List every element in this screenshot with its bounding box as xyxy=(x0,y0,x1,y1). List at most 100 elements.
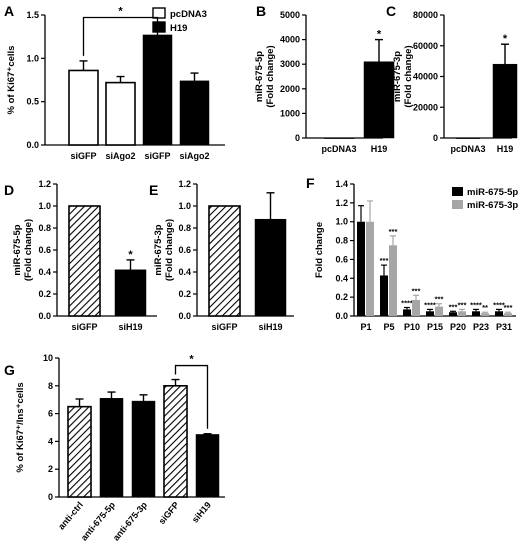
bar-mir-675-5p-p5 xyxy=(380,275,388,316)
x-tick-label: H19 xyxy=(497,144,514,154)
legend-swatch xyxy=(452,187,463,196)
significance-stars: *** xyxy=(389,227,398,236)
significance-stars: **** xyxy=(424,300,436,309)
bar-mir-675-5p-p20 xyxy=(449,312,457,316)
y-tick-label: 0.2 xyxy=(178,289,191,299)
chart-panel-b: B 0 1000 2000 3000 4000 5000 miR-675-5p(Fold ch… xyxy=(254,3,395,154)
x-tick-label: P20 xyxy=(450,322,466,332)
y-tick-label: 0.8 xyxy=(178,223,191,233)
y-axis-label: % of Ki67⁺cells xyxy=(6,46,17,115)
y-tick-label: 8 xyxy=(48,381,53,391)
bracket-star: * xyxy=(118,5,123,17)
y-tick-label: 0.0 xyxy=(178,311,191,321)
y-tick-label: 2 xyxy=(48,464,53,474)
legend-swatch xyxy=(152,21,166,33)
bar-mir-675-3p-p10 xyxy=(412,299,420,316)
x-tick-label: siH19 xyxy=(118,322,142,332)
chart-panel-c: C 0 20000 40000 60000 80000 miR-675-3p(Fold ch… xyxy=(386,3,518,154)
x-tick-label: H19 xyxy=(371,144,388,154)
significance-stars: *** xyxy=(380,256,389,265)
x-tick-label: siGFP xyxy=(211,322,237,332)
y-axis-label: miR-675-5p(Fold change) xyxy=(254,45,276,107)
x-tick-label: pcDNA3 xyxy=(321,144,356,154)
y-tick-label: 0 xyxy=(295,133,300,143)
bar-sigfp xyxy=(208,205,241,317)
panel-label: A xyxy=(4,3,14,19)
y-tick-label: 0.8 xyxy=(38,223,51,233)
bar-mir-675-3p-p23 xyxy=(481,313,489,316)
y-tick-label: 60000 xyxy=(413,41,438,51)
y-tick-label: 40000 xyxy=(413,72,438,82)
legend-label: H19 xyxy=(170,23,187,34)
significance-bracket xyxy=(174,364,209,429)
y-tick-label: 1.4 xyxy=(335,179,348,189)
significance-star: * xyxy=(503,33,508,45)
chart-panel-f: F 0.0 0.2 0.4 0.6 0.8 1.0 1.2 1.4 Fold change P1 **… xyxy=(306,175,518,332)
y-tick-label: 0 xyxy=(433,133,438,143)
y-tick-label: 0.6 xyxy=(178,245,191,255)
y-tick-label: 1.2 xyxy=(38,179,51,189)
y-tick-label: 0.6 xyxy=(38,245,51,255)
y-tick-label: 6 xyxy=(48,409,53,419)
legend-swatch xyxy=(152,7,166,19)
y-axis-label: % of Ki67⁺/Ins⁺cells xyxy=(15,382,26,472)
bar-mir-675-5p-p31 xyxy=(495,311,503,316)
legend-swatch xyxy=(452,200,463,209)
y-tick-label: 1000 xyxy=(280,108,300,118)
y-tick-label: 20000 xyxy=(413,102,438,112)
significance-stars: **** xyxy=(470,300,482,309)
y-tick-label: 1.0 xyxy=(178,201,191,211)
bar-h19 xyxy=(363,61,395,139)
significance-stars: *** xyxy=(458,300,467,309)
y-tick-label: 1.0 xyxy=(38,201,51,211)
panel-label: C xyxy=(386,3,396,19)
y-axis-label: miR-675-3p(Fold change) xyxy=(392,45,414,107)
bar-mir-675-5p-p23 xyxy=(472,311,480,316)
bar-sih19 xyxy=(254,218,287,317)
x-tick-label: siGFP xyxy=(70,151,96,161)
x-tick-label: siH19 xyxy=(258,322,282,332)
significance-stars: ** xyxy=(482,303,488,312)
bar-sigfp xyxy=(163,384,188,498)
y-tick-label: 1.2 xyxy=(335,198,348,208)
x-tick-label: P15 xyxy=(427,322,443,332)
y-axis-label: miR-675-5p(Fold change) xyxy=(12,219,34,281)
bracket-star: * xyxy=(189,354,194,366)
x-tick-label: P23 xyxy=(473,322,489,332)
bar-anti-ctrl xyxy=(67,405,92,498)
y-tick-label: 0.4 xyxy=(335,273,348,283)
y-tick-label: 0.2 xyxy=(38,289,51,299)
x-tick-label: anti-ctrl xyxy=(56,500,85,532)
y-tick-label: 0.0 xyxy=(26,140,39,150)
bar-mir-675-3p-p15 xyxy=(435,306,443,316)
significance-bracket xyxy=(82,16,159,56)
y-tick-label: 0.4 xyxy=(178,267,191,277)
panel-label: B xyxy=(256,3,266,19)
y-tick-label: 4000 xyxy=(280,35,300,45)
bar-mir-675-5p-p15 xyxy=(426,311,434,316)
y-tick-label: 4 xyxy=(48,436,53,446)
significance-star: * xyxy=(377,29,382,41)
panel-label: G xyxy=(4,362,15,378)
bar-sih19 xyxy=(195,434,220,498)
significance-stars: *** xyxy=(412,286,421,295)
significance-stars: *** xyxy=(435,295,444,304)
y-tick-label: 1.2 xyxy=(178,179,191,189)
legend-label: miR-675-5p xyxy=(467,187,518,198)
bar-pcdna3 xyxy=(323,137,355,139)
panel-label: E xyxy=(149,182,158,198)
chart-panel-d: D 0.0 0.2 0.4 0.6 0.8 1.0 1.2 miR-675-5p(Fold ch… xyxy=(4,179,157,332)
significance-stars: **** xyxy=(493,300,505,309)
y-tick-label: 0.8 xyxy=(335,236,348,246)
y-tick-label: 5000 xyxy=(280,10,300,20)
significance-stars: *** xyxy=(449,302,458,311)
x-tick-label: P5 xyxy=(383,322,394,332)
y-tick-label: 2000 xyxy=(280,84,300,94)
panel-label: F xyxy=(306,175,315,191)
x-tick-label: P1 xyxy=(360,322,371,332)
legend-label: miR-675-3p xyxy=(467,200,518,211)
panel-label: D xyxy=(4,182,14,198)
significance-stars: **** xyxy=(401,299,413,308)
y-tick-label: 0.2 xyxy=(335,292,348,302)
